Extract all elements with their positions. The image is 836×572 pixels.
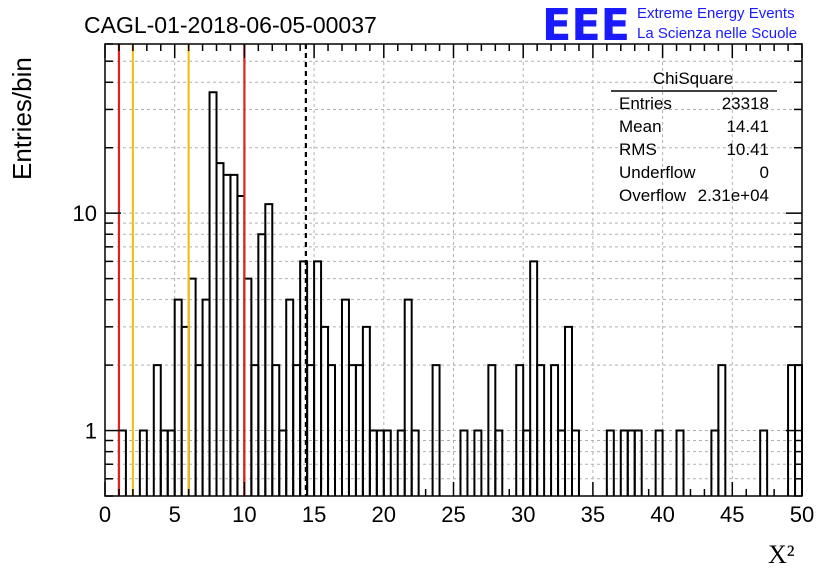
histogram-bin bbox=[675, 429, 685, 496]
stats-label-entries: Entries bbox=[619, 94, 672, 113]
eee-logo-mark: EEE bbox=[542, 0, 630, 51]
histogram-bin bbox=[361, 325, 371, 496]
x-tick-label: 45 bbox=[720, 502, 744, 527]
stats-label-overflow: Overflow bbox=[619, 186, 687, 205]
histogram-bin bbox=[201, 298, 211, 496]
x-tick-label: 25 bbox=[441, 502, 465, 527]
x-tick-label: 30 bbox=[511, 502, 535, 527]
histogram-bin bbox=[570, 429, 580, 496]
histogram-bin bbox=[340, 298, 350, 496]
stats-label-rms: RMS bbox=[619, 140, 657, 159]
stats-title: ChiSquare bbox=[653, 69, 733, 88]
y-tick-label: 10 bbox=[73, 201, 97, 226]
histogram-bin bbox=[494, 429, 504, 496]
x-tick-label: 15 bbox=[302, 502, 326, 527]
x-axis-label: X² bbox=[768, 540, 795, 569]
x-tick-label: 20 bbox=[372, 502, 396, 527]
histogram-bin bbox=[410, 429, 420, 496]
histogram-bin bbox=[564, 325, 573, 496]
y-axis-label: Entries/bin bbox=[7, 57, 37, 180]
stats-value-rms: 10.41 bbox=[726, 140, 769, 159]
eee-logo: EEE Extreme Energy Events La Scienza nel… bbox=[542, 0, 797, 51]
stats-value-mean: 14.41 bbox=[726, 117, 769, 136]
axes: 0 5 10 15 20 25 30 35 40 45 50 1 10 bbox=[73, 43, 814, 527]
histogram-bin bbox=[717, 364, 727, 496]
histogram-bin bbox=[285, 298, 295, 496]
grid bbox=[105, 44, 802, 496]
y-tick-label: 1 bbox=[85, 419, 97, 444]
histogram-bin bbox=[459, 429, 469, 496]
chart-title: CAGL-01-2018-06-05-00037 bbox=[84, 12, 377, 38]
x-tick-label: 0 bbox=[99, 502, 111, 527]
histogram-bin bbox=[264, 203, 274, 496]
histogram-bin bbox=[138, 429, 148, 496]
x-tick-label: 40 bbox=[650, 502, 674, 527]
histogram-bin bbox=[605, 429, 615, 496]
logo-line-2: La Scienza nelle Scuole bbox=[637, 25, 797, 42]
histogram-bin bbox=[327, 364, 337, 496]
x-tick-label: 35 bbox=[581, 502, 605, 527]
histogram-bars bbox=[117, 91, 803, 496]
histogram-bin bbox=[208, 91, 218, 496]
histogram-bin bbox=[173, 298, 183, 496]
stats-label-underflow: Underflow bbox=[619, 163, 696, 182]
histogram-bin bbox=[382, 429, 392, 496]
stats-label-mean: Mean bbox=[619, 117, 662, 136]
histogram-bin bbox=[320, 325, 330, 496]
histogram-bin bbox=[633, 429, 643, 496]
histogram-bin bbox=[536, 364, 546, 496]
histogram-bin bbox=[313, 260, 323, 496]
stats-value-underflow: 0 bbox=[760, 163, 769, 182]
cut-lines bbox=[117, 44, 307, 496]
histogram-bin bbox=[431, 364, 441, 496]
x-tick-label: 10 bbox=[232, 502, 256, 527]
stats-value-overflow: 2.31e+04 bbox=[698, 186, 769, 205]
histogram-bin bbox=[654, 429, 664, 496]
x-tick-label: 50 bbox=[790, 502, 814, 527]
x-tick-label: 5 bbox=[169, 502, 181, 527]
logo-line-1: Extreme Energy Events bbox=[637, 5, 795, 22]
stats-value-entries: 23318 bbox=[722, 94, 769, 113]
histogram-bin bbox=[759, 429, 769, 496]
histogram-bin bbox=[529, 260, 539, 496]
histogram-bin bbox=[473, 429, 483, 496]
stats-box: ChiSquare Entries 23318 Mean 14.41 RMS 1… bbox=[611, 69, 777, 205]
histogram-bin bbox=[403, 298, 413, 496]
